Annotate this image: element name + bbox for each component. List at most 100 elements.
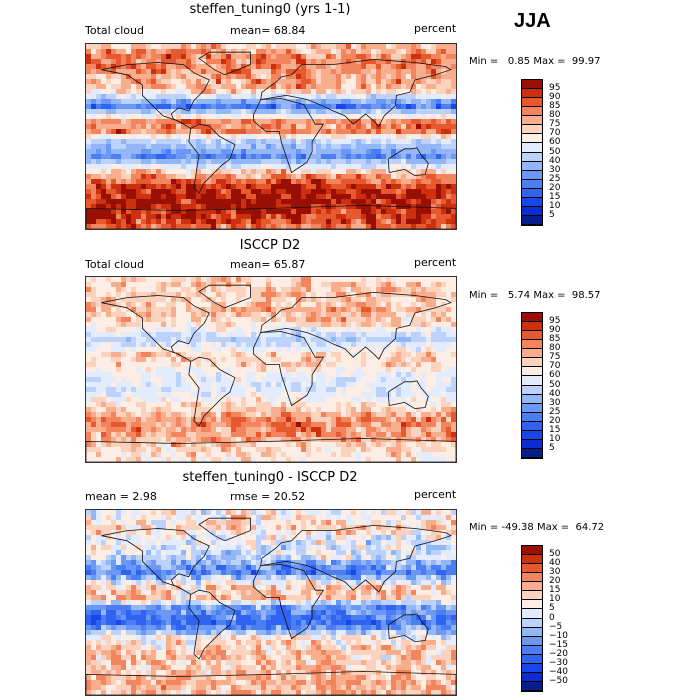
field-cell: [206, 332, 212, 338]
field-cell: [436, 149, 442, 155]
field-cell: [186, 322, 192, 328]
field-cell: [121, 64, 127, 70]
field-cell: [396, 287, 402, 293]
field-cell: [286, 59, 292, 65]
field-cell: [366, 337, 372, 343]
field-cell: [336, 377, 342, 383]
field-cell: [356, 224, 362, 229]
field-cell: [111, 422, 117, 428]
field-cell: [256, 94, 262, 100]
field-cell: [346, 149, 352, 155]
field-cell: [106, 159, 112, 165]
field-cell: [276, 99, 282, 105]
field-cell: [406, 184, 412, 190]
field-cell: [436, 282, 442, 288]
field-cell: [186, 174, 192, 180]
field-cell: [96, 407, 102, 413]
field-cell: [301, 174, 307, 180]
field-cell: [111, 397, 117, 403]
field-cell: [316, 332, 322, 338]
field-cell: [351, 362, 357, 368]
field-cell: [421, 317, 427, 323]
field-cell: [176, 372, 182, 378]
field-cell: [126, 84, 132, 90]
field-cell: [271, 412, 277, 418]
field-cell: [341, 194, 347, 200]
field-cell: [266, 372, 272, 378]
field-cell: [451, 204, 456, 210]
field-cell: [136, 114, 142, 120]
field-cell: [121, 79, 127, 85]
field-cell: [296, 352, 302, 358]
field-cell: [336, 282, 342, 288]
field-cell: [201, 184, 207, 190]
field-cell: [136, 422, 142, 428]
field-cell: [431, 377, 437, 383]
field-cell: [231, 79, 237, 85]
field-cell: [151, 179, 157, 185]
field-cell: [341, 164, 347, 170]
field-cell: [311, 337, 317, 343]
field-cell: [281, 179, 287, 185]
field-cell: [106, 422, 112, 428]
field-cell: [366, 69, 372, 75]
field-cell: [366, 407, 372, 413]
field-cell: [221, 99, 227, 105]
field-cell: [96, 422, 102, 428]
field-cell: [311, 179, 317, 185]
field-cell: [421, 114, 427, 120]
field-cell: [446, 392, 452, 398]
field-cell: [226, 69, 232, 75]
field-cell: [111, 184, 117, 190]
field-cell: [186, 377, 192, 383]
field-cell: [401, 79, 407, 85]
field-cell: [271, 357, 277, 363]
field-cell: [266, 322, 272, 328]
field-cell: [211, 407, 217, 413]
field-cell: [146, 422, 152, 428]
field-cell: [276, 184, 282, 190]
field-cell: [91, 44, 97, 50]
field-cell: [416, 164, 422, 170]
field-cell: [446, 124, 452, 130]
field-cell: [341, 397, 347, 403]
field-cell: [326, 84, 332, 90]
field-cell: [316, 194, 322, 200]
field-cell: [241, 139, 247, 145]
field-cell: [371, 277, 377, 283]
field-cell: [101, 277, 107, 283]
field-cell: [161, 327, 167, 333]
field-cell: [171, 332, 177, 338]
field-cell: [231, 367, 237, 373]
field-cell: [286, 209, 292, 215]
field-cell: [301, 402, 307, 408]
field-cell: [416, 84, 422, 90]
field-cell: [296, 139, 302, 145]
field-cell: [146, 387, 152, 393]
field-cell: [151, 312, 157, 318]
field-cell: [426, 387, 432, 393]
field-cell: [221, 282, 227, 288]
field-cell: [236, 104, 242, 110]
field-cell: [116, 287, 122, 293]
field-cell: [281, 124, 287, 130]
field-cell: [211, 189, 217, 195]
field-cell: [401, 104, 407, 110]
field-cell: [226, 402, 232, 408]
field-cell: [411, 194, 417, 200]
field-cell: [396, 342, 402, 348]
field-cell: [286, 114, 292, 120]
field-cell: [241, 402, 247, 408]
field-cell: [231, 287, 237, 293]
field-cell: [321, 134, 327, 140]
field-cell: [331, 302, 337, 308]
field-cell: [86, 214, 92, 220]
field-cell: [191, 154, 197, 160]
field-cell: [411, 277, 417, 283]
field-cell: [421, 372, 427, 378]
field-cell: [261, 412, 267, 418]
field-cell: [356, 179, 362, 185]
field-cell: [336, 149, 342, 155]
field-cell: [211, 114, 217, 120]
field-cell: [96, 74, 102, 80]
